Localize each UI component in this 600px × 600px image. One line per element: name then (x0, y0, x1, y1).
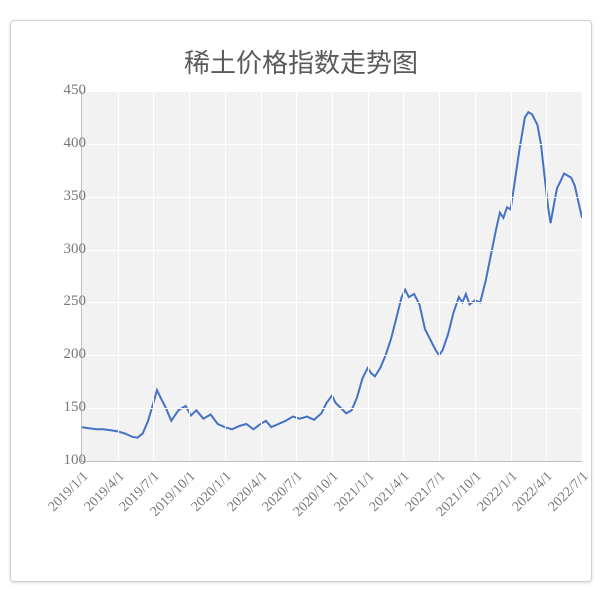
y-tick-label: 300 (46, 241, 86, 258)
gridline-v (511, 91, 512, 461)
gridline-v (153, 91, 154, 461)
gridline-v (546, 91, 547, 461)
gridline-v (403, 91, 404, 461)
plot-area (81, 91, 582, 462)
gridline-v (225, 91, 226, 461)
gridline-v (261, 91, 262, 461)
y-tick-label: 150 (46, 399, 86, 416)
y-tick-label: 400 (46, 135, 86, 152)
gridline-v (296, 91, 297, 461)
y-tick-label: 200 (46, 346, 86, 363)
y-tick-label: 100 (46, 452, 86, 469)
gridline-v (118, 91, 119, 461)
gridline-v (189, 91, 190, 461)
chart-card: 稀土价格指数走势图 1001502002503003504004502019/1… (10, 20, 592, 582)
y-tick-label: 250 (46, 293, 86, 310)
gridline-v (475, 91, 476, 461)
chart-title: 稀土价格指数走势图 (11, 43, 591, 80)
gridline-v (439, 91, 440, 461)
gridline-v (368, 91, 369, 461)
y-tick-label: 450 (46, 82, 86, 99)
y-tick-label: 350 (46, 188, 86, 205)
gridline-v (332, 91, 333, 461)
gridline-v (582, 91, 583, 461)
